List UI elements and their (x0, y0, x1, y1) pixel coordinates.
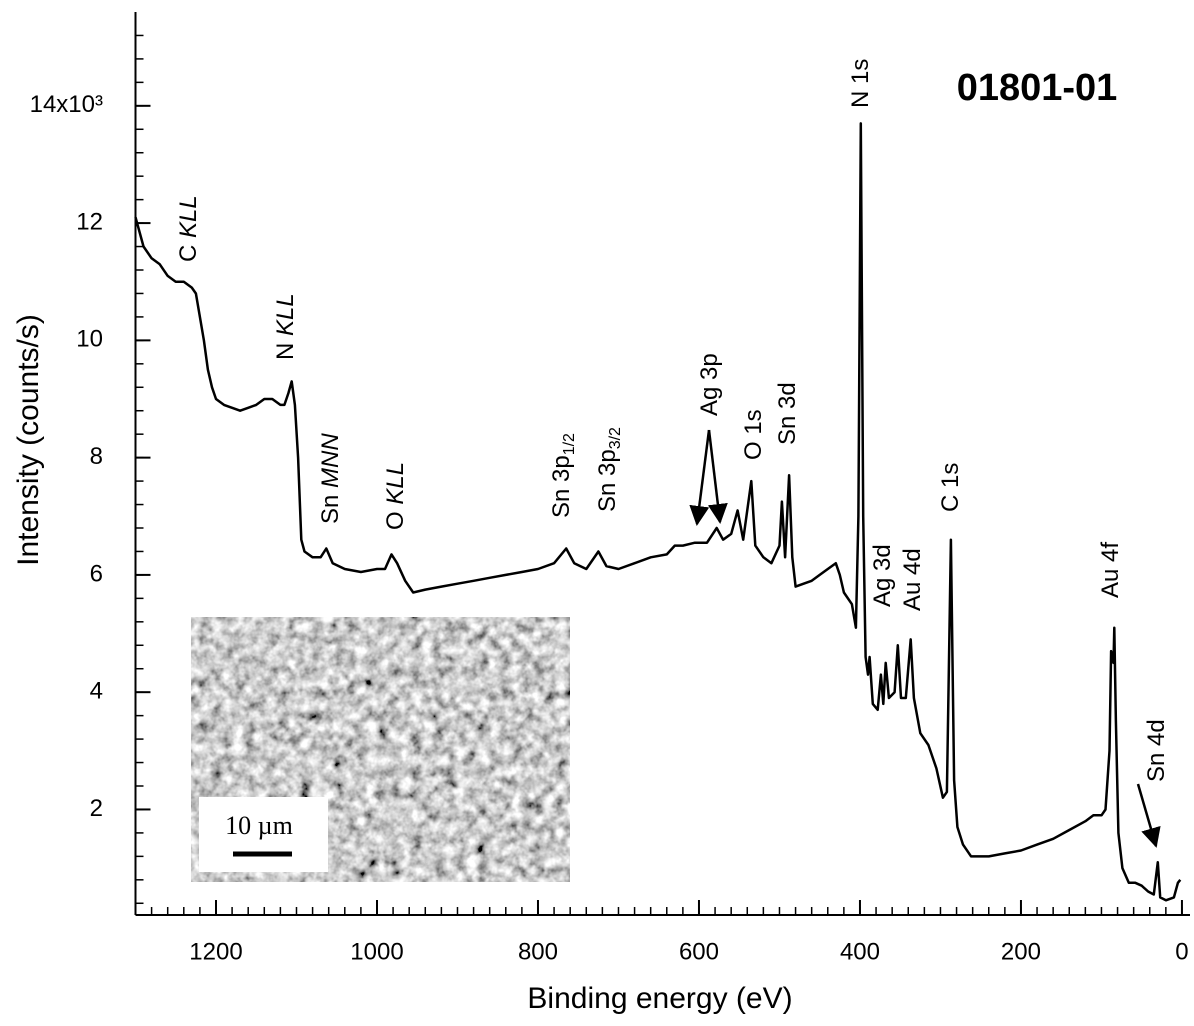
x-axis-label: Binding energy (eV) (527, 982, 792, 1015)
peak-label: O KLL (382, 462, 409, 530)
arrow (707, 429, 728, 524)
y-tick-label: 14x10³ (30, 91, 103, 118)
peak-label: O 1s (740, 409, 767, 460)
peak-label: Ag 3p (696, 353, 723, 416)
x-tick-label: 400 (840, 938, 880, 965)
peak-label: C KLL (175, 195, 202, 262)
peak-label: Au 4f (1097, 542, 1124, 598)
peak-label: Sn MNN (317, 433, 344, 524)
y-tick-label: 8 (90, 443, 103, 470)
peak-label-text: O 1s (740, 409, 767, 460)
y-tick-label: 6 (90, 560, 103, 587)
peak-label: N 1s (847, 59, 874, 108)
peak-label-text: Au 4d (899, 548, 926, 611)
peak-label-text: N (272, 336, 299, 360)
sample-id: 01801-01 (957, 67, 1118, 109)
peak-label-text: Ag 3d (869, 544, 896, 607)
peak-label: C 1s (937, 463, 964, 512)
peak-label: Sn 3p3/2 (594, 427, 624, 512)
peak-label: Au 4d (899, 548, 926, 611)
peak-label-text: Au 4f (1097, 542, 1124, 598)
peak-label-text: N 1s (847, 59, 874, 108)
peak-label-text: Sn (317, 488, 344, 524)
peak-label-text: Sn 3p (594, 449, 621, 512)
y-axis-label: Intensity (counts/s) (12, 314, 45, 566)
x-tick-label: 200 (1001, 938, 1041, 965)
peak-label: Sn 3p1/2 (548, 433, 578, 518)
peak-label-sub: 3/2 (607, 427, 624, 449)
y-tick-label: 10 (76, 326, 103, 353)
peak-label-text: Ag 3p (696, 353, 723, 416)
y-tick-label: 12 (76, 208, 103, 235)
x-tick-label: 0 (1175, 938, 1188, 965)
peak-label-text: Sn 3p (548, 455, 575, 518)
peak-label-italic: MNN (317, 433, 344, 488)
peak-label-italic: KLL (175, 195, 202, 238)
peak-label-italic: KLL (272, 293, 299, 336)
arrow (1136, 783, 1161, 848)
y-tick-label: 4 (90, 678, 103, 705)
arrow (689, 429, 711, 526)
peak-label-text: O (382, 505, 409, 530)
scale-label: 10 µm (225, 811, 293, 840)
peak-label-text: Sn 3d (774, 382, 801, 445)
x-tick-label: 1200 (189, 938, 242, 965)
scale-box (199, 797, 328, 872)
spectrum-line (134, 122, 1182, 902)
peak-label-sub: 1/2 (561, 433, 578, 455)
peak-label-italic: KLL (382, 462, 409, 505)
x-tick-label: 1000 (350, 938, 403, 965)
peak-label: N KLL (272, 293, 299, 360)
x-tick-label: 800 (518, 938, 558, 965)
x-tick-label: 600 (679, 938, 719, 965)
y-tick-label: 2 (90, 795, 103, 822)
peak-label: Sn 3d (774, 382, 801, 445)
peak-label: Sn 4d (1143, 719, 1170, 782)
peak-label-text: C (175, 238, 202, 262)
peak-label-text: C 1s (937, 463, 964, 512)
arrows (689, 429, 1161, 848)
peak-label: Ag 3d (869, 544, 896, 607)
peak-label-text: Sn 4d (1143, 719, 1170, 782)
